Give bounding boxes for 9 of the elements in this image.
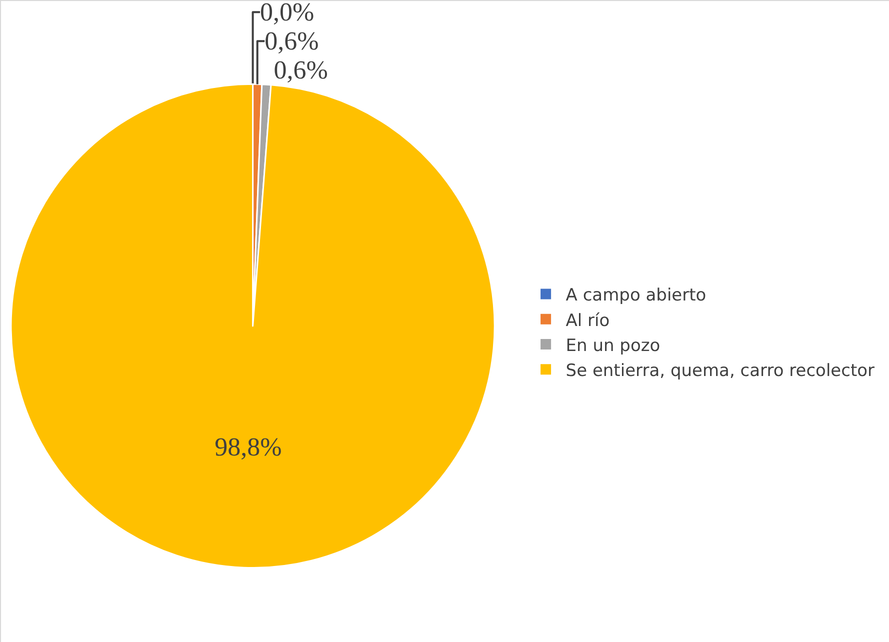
data-label: 0,6% <box>264 26 319 56</box>
data-label: 98,8% <box>214 432 282 462</box>
legend-label: Se entierra, quema, carro recolector <box>566 360 875 381</box>
data-label: 0,6% <box>274 56 328 85</box>
legend-label: Al río <box>566 310 610 331</box>
legend-label: En un pozo <box>566 336 660 356</box>
pie-slice <box>10 83 495 568</box>
text: 0,0% <box>260 0 314 27</box>
legend-label: A campo abierto <box>566 286 706 306</box>
